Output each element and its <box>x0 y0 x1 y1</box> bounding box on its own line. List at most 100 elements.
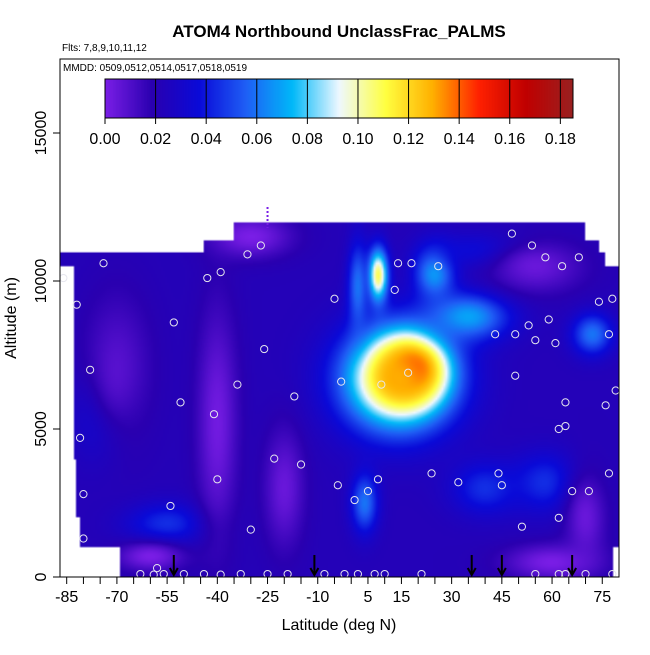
observation-point <box>594 297 604 306</box>
y-tick-label: 15000 <box>33 111 50 156</box>
observation-point <box>554 513 563 522</box>
observation-point <box>554 424 563 434</box>
observation-point <box>86 365 95 374</box>
observation-point <box>333 481 342 490</box>
observation-point <box>390 285 399 294</box>
observation-point <box>99 259 108 268</box>
observation-point <box>243 250 252 259</box>
x-tick-label: -10 <box>306 589 329 606</box>
observation-point <box>320 569 329 577</box>
observation-point <box>454 478 463 487</box>
x-axis: -85 -70 -55 -40 -25 -10 5 15 30 45 60 75 <box>55 577 611 606</box>
observation-point <box>263 569 272 577</box>
observation-point <box>611 386 619 395</box>
observation-point <box>159 569 168 577</box>
colorbar-gradient <box>105 79 573 118</box>
observation-point <box>507 229 516 238</box>
observation-point <box>377 380 386 389</box>
plot-frame <box>59 58 620 578</box>
colorbar-tick-label: 0.16 <box>494 131 525 148</box>
y-tick-label: 5000 <box>33 411 50 447</box>
flight-arrow <box>309 555 320 578</box>
observation-point <box>216 570 225 577</box>
observation-point <box>283 569 292 577</box>
flights-subtitle: Flts: 7,8,9,10,11,12 <box>62 43 147 54</box>
observation-point <box>169 318 178 327</box>
x-tick-label: -55 <box>156 589 179 606</box>
y-tick-label: 10000 <box>33 259 50 304</box>
x-tick-label: 30 <box>443 589 461 606</box>
observation-point <box>60 273 68 283</box>
observation-point <box>199 569 209 577</box>
x-tick-label: 15 <box>393 589 411 606</box>
observation-point <box>554 569 563 577</box>
flight-arrows <box>168 555 578 578</box>
observation-point <box>393 259 403 268</box>
observation-point <box>561 421 570 431</box>
observation-point <box>574 253 583 262</box>
observation-point <box>136 569 145 577</box>
observation-point <box>209 410 219 419</box>
observation-point <box>373 475 383 484</box>
observation-point <box>79 534 88 543</box>
x-tick-label: 75 <box>593 589 611 606</box>
flight-arrow <box>168 555 179 578</box>
x-tick-label: 45 <box>493 589 511 606</box>
observation-point <box>584 487 593 496</box>
observation-point <box>427 469 436 478</box>
observation-points <box>60 229 619 577</box>
colorbar-tick-label: 0.06 <box>241 131 272 148</box>
observation-point <box>568 487 577 496</box>
y-axis-label: Altitude (m) <box>3 277 20 359</box>
observation-point <box>79 490 88 499</box>
observation-point <box>203 273 212 283</box>
flight-arrow <box>466 555 477 578</box>
observation-point <box>166 501 175 511</box>
x-tick-label: -85 <box>55 589 78 606</box>
observation-point <box>531 336 540 345</box>
observation-point <box>216 268 225 277</box>
observation-point <box>290 392 299 401</box>
observation-point <box>296 460 306 469</box>
x-axis-label: Latitude (deg N) <box>282 617 397 634</box>
observation-point <box>517 522 527 531</box>
observation-point <box>233 380 242 389</box>
observation-point <box>363 487 373 496</box>
heatmap-field <box>60 59 619 577</box>
chart-title: ATOM4 Northbound UnclassFrac_PALMS <box>172 22 505 41</box>
y-tick-label: 0 <box>33 572 50 581</box>
observation-point <box>511 371 520 380</box>
colorbar-tick-label: 0.12 <box>393 131 424 148</box>
observation-point <box>340 569 349 577</box>
observation-point <box>557 262 567 271</box>
observation-point <box>179 569 188 577</box>
x-tick-label: -40 <box>206 589 229 606</box>
observation-point <box>270 454 279 463</box>
observation-point <box>434 262 443 271</box>
observation-point <box>604 330 614 339</box>
colorbar-tick-label: 0.10 <box>342 131 373 148</box>
observation-point <box>404 368 413 377</box>
observation-point <box>511 330 520 339</box>
observation-point <box>608 569 617 577</box>
observation-point <box>72 300 81 309</box>
observation-point <box>561 398 570 407</box>
observation-point <box>491 330 500 339</box>
x-tick-label: 60 <box>543 589 561 606</box>
observation-point <box>353 569 363 577</box>
observation-point <box>551 339 560 348</box>
colorbar-frame <box>104 78 574 119</box>
observation-point <box>604 469 614 478</box>
colorbar-tick-label: 0.04 <box>191 131 222 148</box>
observation-point <box>149 570 158 577</box>
observation-point <box>417 569 426 577</box>
observation-point <box>561 569 570 577</box>
flight-arrow <box>496 555 507 578</box>
observation-point <box>407 259 416 268</box>
observation-point <box>176 398 185 407</box>
observation-point <box>497 481 506 490</box>
colorbar: 0.00 0.02 0.04 0.06 0.08 0.10 0.12 0.14 0.16 0.18 <box>89 78 576 148</box>
observation-point <box>213 475 222 484</box>
colorbar-tick-label: 0.00 <box>89 131 120 148</box>
